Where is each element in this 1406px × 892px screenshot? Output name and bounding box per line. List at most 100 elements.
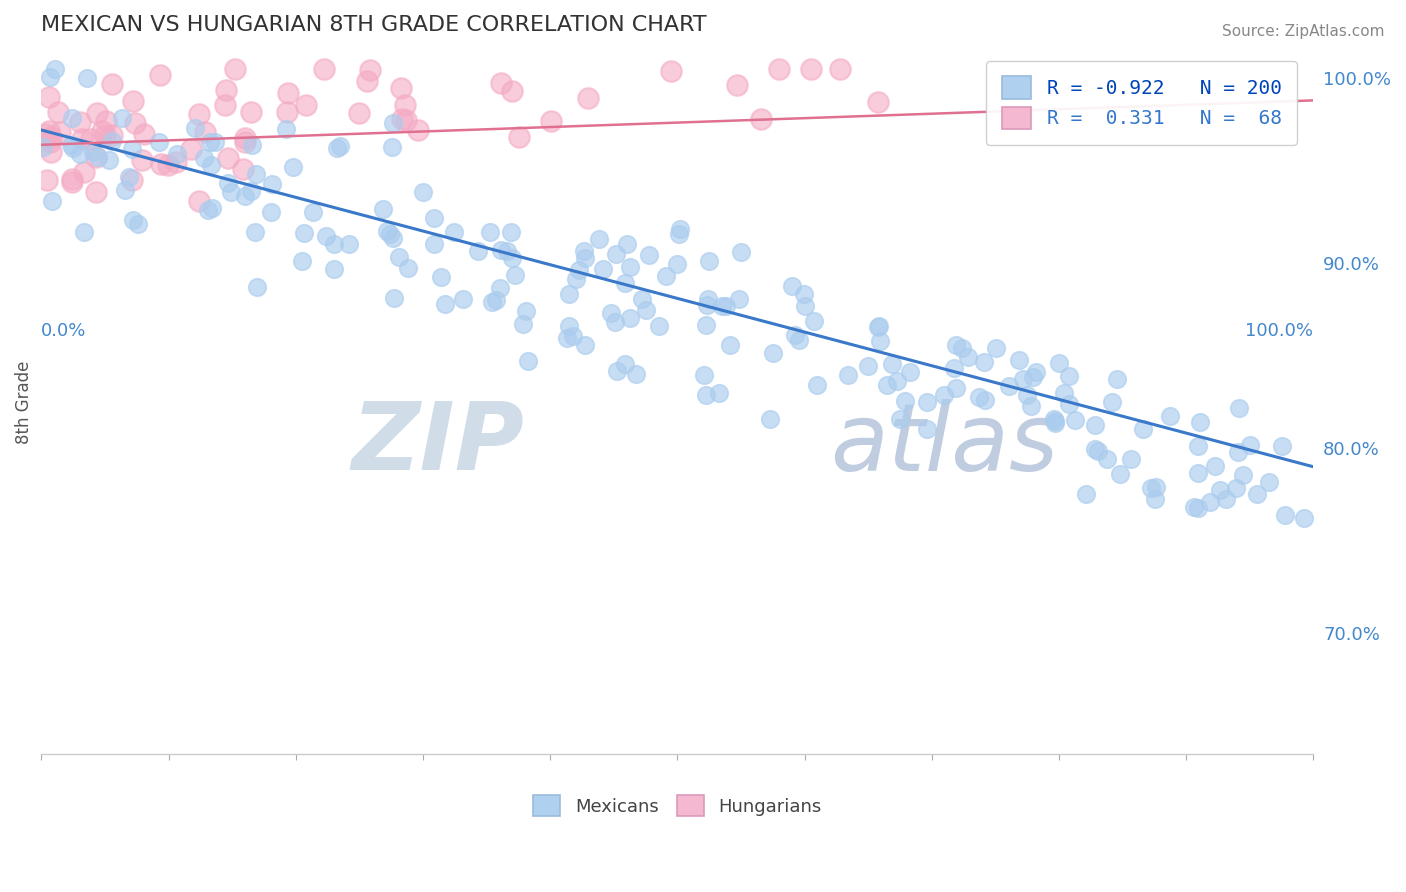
Point — [48, 104, 70, 119]
Point — [718, 337, 741, 351]
Point — [1187, 500, 1209, 515]
Point — [323, 237, 346, 252]
Point — [312, 62, 335, 76]
Point — [693, 368, 716, 383]
Point — [84, 149, 107, 163]
Point — [1144, 491, 1167, 506]
Point — [1011, 372, 1033, 386]
Point — [381, 140, 404, 154]
Point — [806, 378, 828, 392]
Point — [371, 202, 394, 216]
Text: ZIP: ZIP — [352, 398, 524, 491]
Point — [695, 387, 717, 401]
Point — [48, 125, 70, 139]
Point — [101, 128, 124, 142]
Point — [166, 147, 188, 161]
Point — [654, 269, 676, 284]
Point — [956, 350, 979, 364]
Point — [1271, 438, 1294, 452]
Point — [562, 328, 585, 343]
Point — [337, 236, 360, 251]
Point — [1049, 356, 1071, 370]
Point — [239, 184, 262, 198]
Point — [315, 228, 337, 243]
Point — [101, 78, 124, 92]
Point — [606, 364, 628, 378]
Point — [761, 346, 783, 360]
Point — [39, 70, 62, 84]
Point — [1132, 422, 1154, 436]
Point — [945, 338, 967, 352]
Point — [508, 129, 530, 144]
Point — [668, 222, 690, 236]
Point — [540, 113, 562, 128]
Point — [1121, 451, 1143, 466]
Point — [1292, 510, 1315, 524]
Point — [1246, 486, 1268, 500]
Point — [1209, 483, 1232, 498]
Point — [188, 194, 211, 208]
Point — [1187, 466, 1209, 480]
Point — [276, 121, 298, 136]
Point — [984, 341, 1007, 355]
Point — [592, 261, 614, 276]
Point — [1015, 387, 1038, 401]
Point — [204, 135, 226, 149]
Point — [600, 305, 623, 319]
Point — [1053, 385, 1076, 400]
Point — [232, 161, 254, 176]
Point — [157, 158, 180, 172]
Point — [215, 82, 238, 96]
Point — [886, 374, 908, 388]
Point — [555, 330, 578, 344]
Point — [1057, 397, 1080, 411]
Point — [1159, 409, 1181, 423]
Point — [1187, 439, 1209, 453]
Point — [869, 334, 891, 348]
Point — [359, 63, 381, 78]
Point — [793, 286, 815, 301]
Point — [134, 128, 156, 142]
Point — [240, 138, 263, 153]
Point — [233, 188, 256, 202]
Point — [894, 393, 917, 408]
Point — [35, 172, 58, 186]
Point — [394, 98, 416, 112]
Point — [1188, 415, 1211, 429]
Point — [423, 211, 446, 226]
Point — [1257, 475, 1279, 489]
Point — [915, 394, 938, 409]
Point — [326, 141, 349, 155]
Point — [637, 248, 659, 262]
Point — [1087, 443, 1109, 458]
Point — [558, 318, 581, 333]
Point — [84, 186, 107, 200]
Point — [716, 299, 738, 313]
Point — [800, 62, 823, 76]
Point — [728, 293, 751, 307]
Point — [751, 112, 773, 127]
Point — [1043, 416, 1066, 430]
Point — [79, 131, 101, 145]
Point — [945, 381, 967, 395]
Point — [39, 145, 62, 160]
Point — [619, 310, 641, 325]
Point — [381, 116, 404, 130]
Point — [127, 217, 149, 231]
Point — [87, 149, 110, 163]
Point — [997, 378, 1019, 392]
Point — [111, 111, 134, 125]
Point — [697, 254, 720, 268]
Point — [149, 157, 172, 171]
Point — [60, 172, 83, 186]
Point — [1084, 442, 1107, 456]
Point — [1146, 480, 1168, 494]
Point — [97, 153, 120, 168]
Point — [1043, 412, 1066, 426]
Point — [1226, 444, 1249, 458]
Point — [666, 257, 689, 271]
Point — [574, 338, 596, 352]
Point — [967, 390, 990, 404]
Point — [239, 104, 262, 119]
Point — [429, 269, 451, 284]
